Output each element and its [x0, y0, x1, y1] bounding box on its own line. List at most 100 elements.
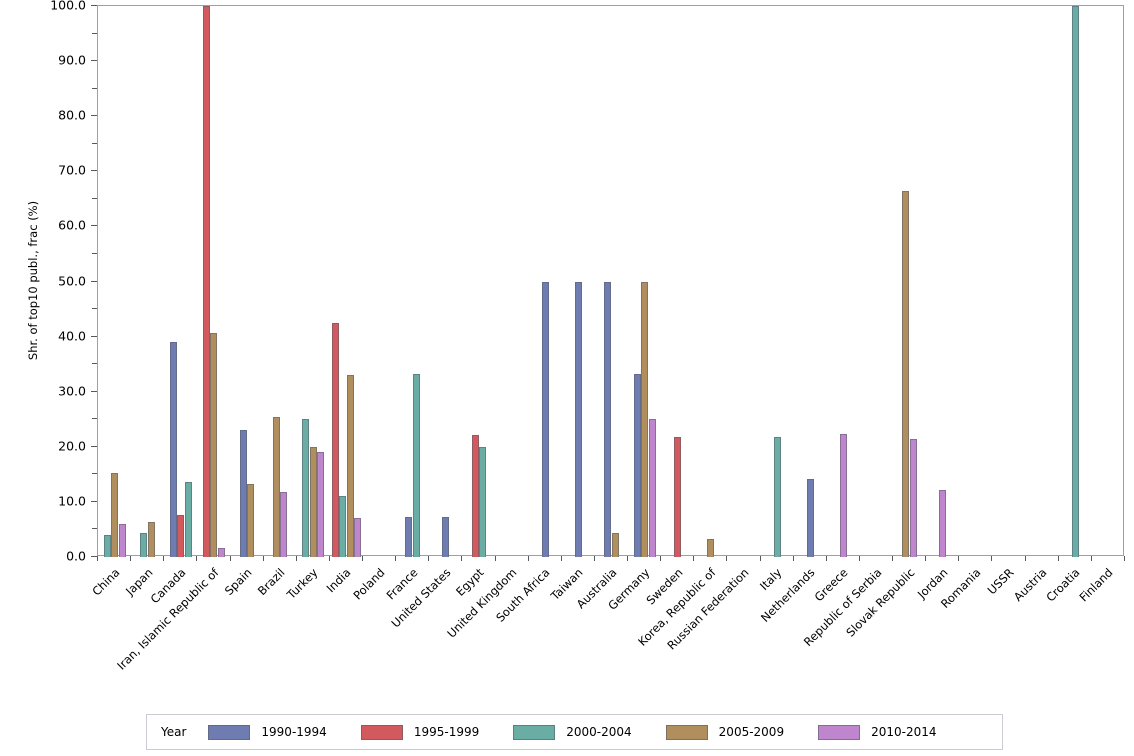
legend-label: 2010-2014 — [871, 725, 937, 739]
y-tick-label: 40.0 — [58, 328, 86, 344]
bars-layer — [98, 6, 1125, 557]
y-tick-mark-minor — [92, 308, 97, 310]
legend-entry[interactable]: 2000-2004 — [513, 724, 632, 740]
y-tick-mark-minor — [92, 32, 97, 34]
legend-label: 1990-1994 — [261, 725, 327, 739]
x-tick-mark — [97, 556, 98, 561]
bar — [909, 438, 917, 557]
bar — [648, 419, 656, 557]
x-tick-mark — [660, 556, 661, 561]
legend-entry[interactable]: 1995-1999 — [360, 724, 479, 740]
bar — [541, 281, 549, 557]
y-tick-mark-minor — [92, 363, 97, 365]
y-tick-mark-minor — [92, 87, 97, 89]
bar — [118, 523, 126, 557]
y-tick-mark — [91, 500, 97, 502]
legend-swatch — [665, 724, 708, 740]
y-tick-mark — [91, 556, 97, 557]
y-tick-label: 100.0 — [50, 0, 86, 13]
x-tick-mark — [263, 556, 264, 561]
x-tick-mark — [196, 556, 197, 561]
x-tick-mark — [461, 556, 462, 561]
x-tick-mark — [528, 556, 529, 561]
y-tick-mark — [91, 390, 97, 392]
bar — [302, 419, 310, 557]
y-tick-mark-minor — [92, 528, 97, 530]
y-tick-mark — [91, 445, 97, 447]
bar — [479, 446, 487, 557]
bar — [247, 484, 255, 557]
y-tick-mark — [91, 335, 97, 337]
bar — [147, 521, 155, 557]
y-tick-label: 50.0 — [58, 273, 86, 288]
x-tick-mark — [428, 556, 429, 561]
y-tick-mark-minor — [92, 197, 97, 199]
bar — [574, 281, 582, 557]
bar — [140, 533, 148, 557]
bar — [210, 332, 218, 557]
bar — [184, 482, 192, 557]
bar — [442, 517, 450, 557]
bar — [339, 495, 347, 557]
x-tick-mark — [163, 556, 164, 561]
x-tick-label-text: Italy — [757, 565, 785, 593]
y-tick-mark — [91, 225, 97, 227]
legend-entry[interactable]: 1990-1994 — [208, 724, 327, 740]
y-tick-mark-minor — [92, 252, 97, 254]
x-tick-mark — [826, 556, 827, 561]
x-tick-mark — [958, 556, 959, 561]
y-tick-mark — [91, 115, 97, 117]
y-tick-label: 0.0 — [66, 548, 86, 564]
x-tick-mark — [925, 556, 926, 561]
y-tick-mark — [91, 170, 97, 172]
bar — [611, 532, 619, 557]
x-tick-mark — [991, 556, 992, 561]
bar — [939, 490, 947, 557]
bar — [202, 6, 210, 557]
bar — [309, 446, 317, 557]
legend-entries: 1990-1994 1995-1999 2000-2004 2005-2009 2010… — [208, 724, 970, 740]
bar — [641, 281, 649, 557]
legend-title: Year — [161, 725, 187, 739]
bar — [839, 434, 847, 557]
legend-swatch — [360, 724, 403, 740]
x-tick-mark — [230, 556, 231, 561]
x-tick-mark — [362, 556, 363, 561]
y-tick-mark — [91, 60, 97, 62]
y-tick-mark-minor — [92, 418, 97, 420]
bar — [1071, 6, 1079, 557]
x-tick-label-text: China — [88, 565, 123, 599]
bar — [272, 416, 280, 557]
x-tick-mark — [892, 556, 893, 561]
legend-entry[interactable]: 2005-2009 — [665, 724, 784, 740]
bar — [111, 472, 119, 557]
y-tick-label: 20.0 — [58, 438, 86, 454]
bar — [604, 281, 612, 557]
legend-swatch — [208, 724, 251, 740]
x-tick-mark — [760, 556, 761, 561]
bar — [280, 491, 288, 557]
bar — [902, 190, 910, 557]
bar — [317, 452, 325, 557]
x-tick-mark — [296, 556, 297, 561]
x-tick-mark — [693, 556, 694, 561]
x-tick-mark — [793, 556, 794, 561]
bar — [674, 436, 682, 557]
x-tick-mark — [329, 556, 330, 561]
y-tick-mark — [91, 5, 97, 6]
x-tick-mark — [1124, 556, 1125, 561]
bar — [177, 514, 185, 557]
y-tick-label: 90.0 — [58, 52, 86, 68]
bar — [169, 342, 177, 557]
bar — [633, 374, 641, 557]
bar — [806, 478, 814, 557]
x-tick-mark — [1091, 556, 1092, 561]
legend-entry[interactable]: 2010-2014 — [818, 724, 937, 740]
legend-swatch — [513, 724, 556, 740]
legend-swatch — [818, 724, 861, 740]
bar — [217, 548, 225, 557]
bar — [239, 430, 247, 557]
bar — [354, 518, 362, 557]
y-tick-mark-minor — [92, 142, 97, 144]
x-tick-mark — [726, 556, 727, 561]
